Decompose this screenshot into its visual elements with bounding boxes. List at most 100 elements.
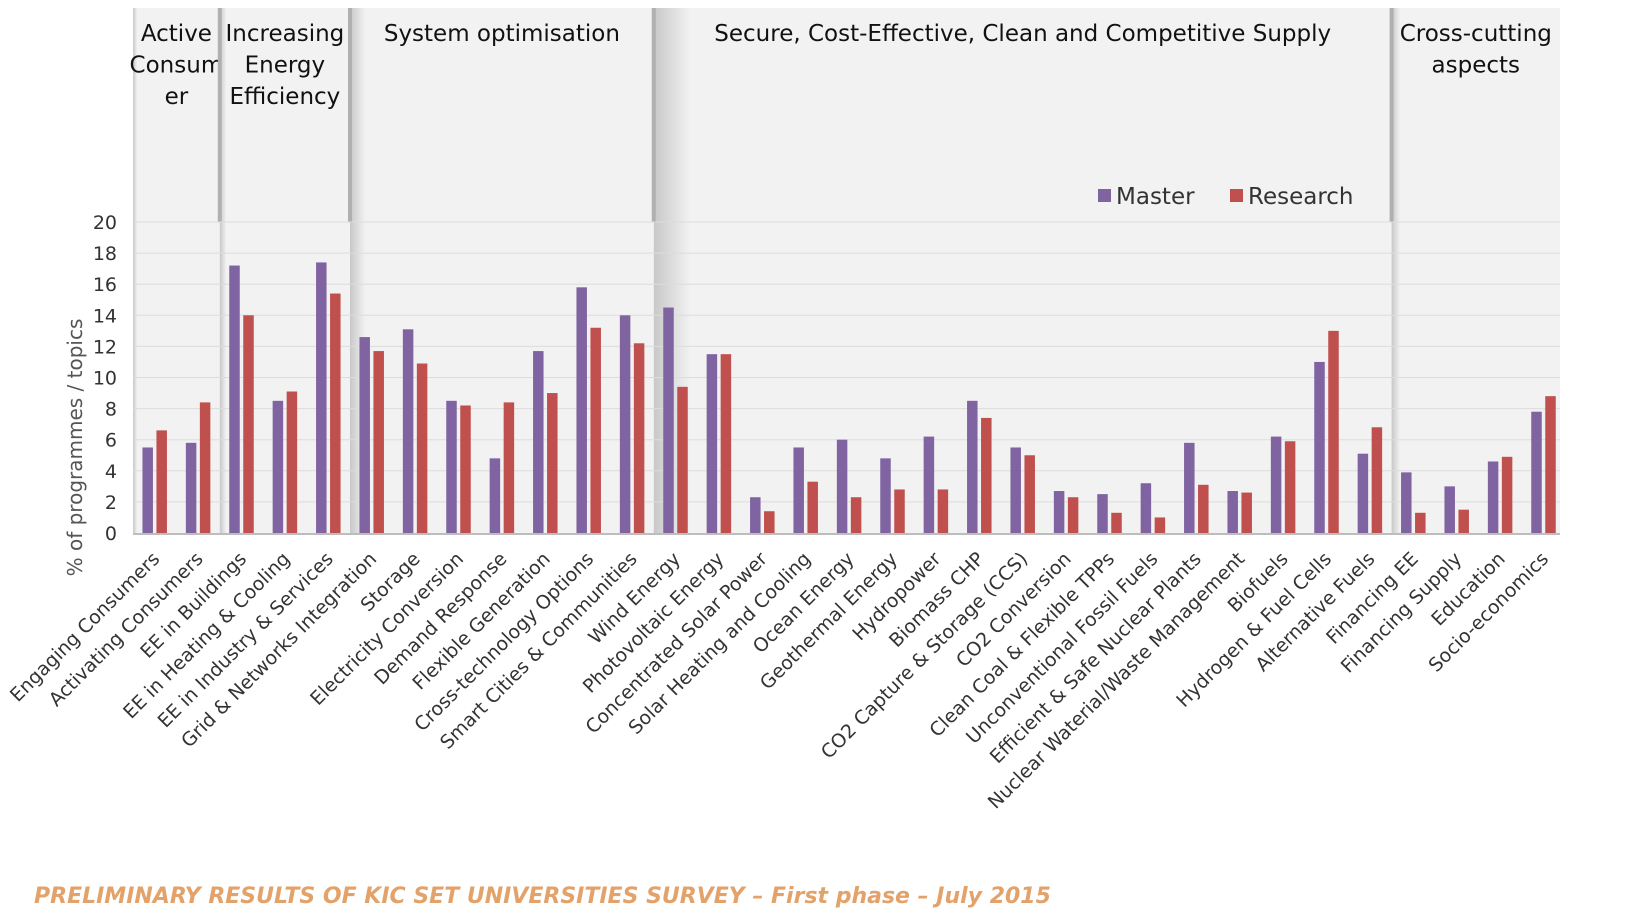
legend: Master Research [1098, 184, 1354, 210]
bar-research [720, 354, 732, 533]
bar-master [1097, 494, 1108, 533]
group-label-line: Active [141, 21, 212, 47]
bar-research [677, 386, 688, 533]
bar-master [836, 439, 848, 533]
bar-master [272, 400, 284, 533]
bar-master [663, 307, 674, 533]
bar-research [590, 327, 601, 533]
group-label: Secure, Cost-Effective, Clean and Compet… [714, 21, 1331, 47]
y-tick-label: 10 [93, 368, 117, 390]
bar-master [1487, 461, 1499, 533]
bar-research [503, 402, 515, 533]
bar-research [1154, 517, 1166, 533]
group-label-line: System optimisation [384, 21, 620, 47]
axes: 0 2 4 6 8 10 12 14 16 18 20 % of programmes / topic… [63, 212, 1560, 576]
bar-master [229, 265, 240, 533]
y-axis-label: % of programmes / topics [63, 319, 87, 577]
bar-master [316, 262, 327, 533]
bar-research [1328, 330, 1339, 533]
bar-research [1371, 427, 1383, 533]
bar-research [894, 489, 905, 533]
bar-master [1401, 472, 1412, 533]
bar-master [1227, 491, 1238, 533]
bar-master [880, 458, 891, 533]
bar-research [156, 430, 167, 533]
group-panel [219, 8, 350, 533]
bar-master [750, 497, 761, 533]
bar-research [1458, 509, 1469, 533]
y-tick-label: 2 [105, 492, 117, 514]
group-label-line: aspects [1432, 53, 1520, 79]
bar-research [937, 489, 949, 533]
bar-research [286, 391, 298, 533]
bar-research [1501, 456, 1513, 533]
bar-master [923, 436, 935, 533]
y-tick-label: 4 [105, 461, 117, 483]
bar-research [1198, 484, 1209, 533]
group-label-line: Consum [130, 53, 224, 79]
bar-master [402, 329, 414, 533]
y-tick-label: 20 [93, 212, 117, 234]
group-label: System optimisation [384, 21, 620, 47]
y-tick-label: 6 [105, 430, 117, 452]
bar-master [706, 354, 718, 533]
group-panels: Active Consum er Increasing Energy Efficiency… [130, 8, 1560, 533]
bar-master [359, 337, 370, 533]
group-label: Increasing Energy Efficiency [226, 21, 345, 110]
bar-master [446, 400, 457, 533]
bar-research [807, 481, 818, 533]
group-label-line: Efficiency [230, 84, 341, 110]
legend-label-master: Master [1116, 184, 1195, 210]
bar-research [1067, 497, 1079, 533]
bar-master [1314, 361, 1325, 533]
bar-research [981, 417, 992, 533]
footer-note: PRELIMINARY RESULTS OF KIC SET UNIVERSIT… [34, 884, 1051, 909]
bar-research [1024, 455, 1035, 533]
y-tick-label: 8 [105, 399, 117, 421]
bar-master [793, 447, 804, 533]
group-label-line: er [165, 84, 189, 110]
bar-research [633, 343, 645, 533]
bar-master [533, 351, 544, 533]
group-label-line: Energy [245, 53, 326, 79]
bar-master [185, 442, 197, 533]
group-panel [350, 8, 654, 533]
bar-master [1444, 486, 1455, 533]
bar-research [199, 402, 211, 533]
y-tick-label: 18 [93, 243, 117, 265]
group-label-line: Increasing [226, 21, 345, 47]
bar-master [1140, 483, 1152, 533]
bar-research [330, 293, 341, 533]
y-tick-label: 14 [93, 305, 117, 327]
bar-research [416, 363, 428, 533]
bar-master [489, 458, 501, 533]
group-panel [653, 8, 1392, 533]
y-tick-label: 16 [93, 274, 117, 296]
bar-research [547, 393, 558, 533]
bar-research [1284, 441, 1296, 533]
bar-master [967, 400, 978, 533]
y-tick-label: 12 [93, 336, 117, 358]
bar-research [1545, 396, 1556, 533]
bar-master [1270, 436, 1282, 533]
bar-research [243, 315, 254, 533]
bar-master [142, 447, 153, 533]
group-label: Active Consum er [130, 21, 224, 110]
bars [142, 262, 1556, 533]
bar-research [373, 351, 384, 533]
bar-master [1357, 453, 1369, 533]
bar-research [1241, 492, 1252, 533]
bar-master [1010, 447, 1021, 533]
legend-swatch-research [1230, 189, 1243, 202]
bar-research [460, 405, 471, 533]
bar-master [1531, 411, 1542, 533]
y-tick-label: 0 [105, 523, 117, 545]
bar-master [576, 287, 587, 533]
group-label-line: Cross-cutting [1400, 21, 1552, 47]
bar-master [1184, 442, 1195, 533]
legend-swatch-master [1098, 189, 1111, 202]
bar-research [764, 511, 775, 533]
group-label: Cross-cutting aspects [1400, 21, 1552, 79]
